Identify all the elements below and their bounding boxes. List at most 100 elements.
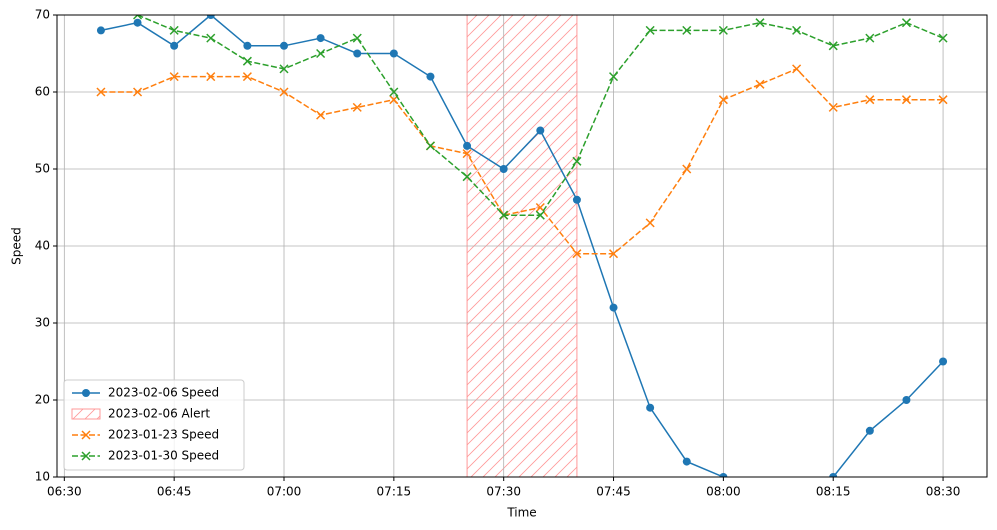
legend-label: 2023-01-30 Speed [108,449,219,463]
point [645,25,655,35]
y-tick-label: 70 [35,8,50,22]
legend-label: 2023-01-23 Speed [108,428,219,442]
point [572,156,582,166]
point [901,18,911,28]
point [682,25,692,35]
point [389,49,398,58]
legend-swatch [71,408,101,420]
point [865,33,875,43]
x-tick-label: 07:00 [267,485,302,499]
point [279,87,289,97]
point [792,64,802,74]
point [389,87,399,97]
y-tick-label: 20 [35,393,50,407]
y-axis-label: Speed [10,227,24,265]
point [902,396,911,404]
point [462,172,472,182]
point [718,25,728,35]
point [609,303,618,312]
point [755,79,765,89]
point [499,165,508,173]
point [206,72,216,82]
legend-marker [81,451,91,461]
point [280,41,289,50]
y-tick-label: 50 [35,162,50,176]
x-tick-label: 07:30 [486,485,521,499]
point [719,473,728,477]
point [96,87,106,97]
point [463,141,472,150]
point [792,25,802,35]
point [352,33,362,43]
point [646,403,655,412]
x-tick-label: 06:30 [47,485,82,499]
point [755,18,765,28]
point [682,457,691,466]
point [865,95,875,105]
point [938,95,948,105]
point [279,64,289,74]
point [133,87,143,97]
point [828,41,838,51]
point [206,33,216,43]
point [353,49,362,58]
point [938,33,948,43]
point [169,72,179,82]
point [243,41,252,50]
series-line [100,15,944,477]
point [242,56,252,66]
legend-marker [82,389,90,397]
point [426,72,435,81]
legend: 2023-02-06 Speed 2023-02-06 Alert 2023-01-… [63,379,245,471]
point [645,218,655,228]
point [462,149,472,159]
point [169,25,179,35]
x-tick-label: 08:30 [926,485,961,499]
point [206,15,215,19]
legend-marker [81,430,91,440]
point [316,34,325,43]
axes-frame [56,14,988,478]
point [865,426,874,435]
point [352,102,362,112]
x-tick-label: 08:15 [816,485,851,499]
y-tick-label: 40 [35,239,50,253]
point [829,473,838,477]
y-tick-label: 60 [35,85,50,99]
y-tick-label: 10 [35,470,50,484]
point [133,18,142,27]
x-axis-label: Time [506,506,536,520]
x-tick-label: 06:45 [157,485,192,499]
point [609,249,619,259]
legend-box [63,379,245,471]
point [242,72,252,82]
point [96,26,105,35]
point [425,141,435,151]
point [756,496,764,504]
x-tick-label: 07:15 [377,485,412,499]
point [572,195,581,204]
legend-label: 2023-02-06 Speed [108,386,219,400]
point [572,249,582,259]
x-tick-label: 07:45 [596,485,631,499]
point [316,48,326,59]
point [793,496,801,504]
x-tick-label: 08:00 [706,485,741,499]
point [170,41,179,50]
point [536,126,545,135]
point [901,95,911,105]
point [609,72,619,82]
point [499,210,509,220]
point [133,15,143,20]
point [535,210,545,220]
series-line [100,68,944,255]
point [316,110,326,120]
plot-area [96,15,948,504]
point [828,102,838,112]
point [682,164,692,174]
legend-label: 2023-02-06 Alert [108,407,210,421]
point [718,95,728,105]
y-tick-label: 30 [35,316,50,330]
point [939,357,948,366]
